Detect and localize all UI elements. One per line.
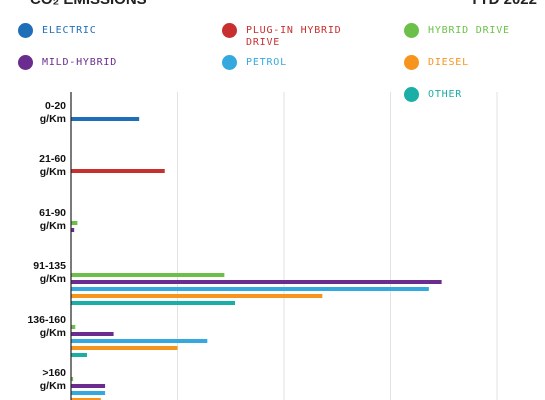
category-label: 21-60 g/Km bbox=[6, 153, 66, 179]
category-label-line: 91-135 bbox=[33, 260, 66, 272]
category-label-line: g/Km bbox=[39, 113, 66, 125]
legend-item-plug-in-hybrid-drive: Plug-in Hybrid Drive bbox=[222, 23, 362, 49]
legend-label: Diesel bbox=[428, 57, 469, 68]
category-label-line: g/Km bbox=[39, 327, 66, 339]
bar-hybrid-drive-2 bbox=[71, 221, 78, 225]
category-label-line: g/Km bbox=[39, 273, 66, 285]
date-label-cut: YTD 2022 bbox=[469, 0, 537, 8]
bar-diesel-4 bbox=[71, 346, 178, 350]
legend-swatch bbox=[222, 55, 237, 70]
bar-mild-hybrid-4 bbox=[71, 332, 114, 336]
bar-other-4 bbox=[71, 353, 87, 357]
category-label-line: 21-60 bbox=[39, 153, 66, 165]
legend-swatch bbox=[404, 55, 419, 70]
category-label-line: 61-90 bbox=[39, 207, 66, 219]
bar-electric-0 bbox=[71, 117, 140, 121]
category-label-line: g/Km bbox=[39, 166, 66, 178]
legend-item-petrol: Petrol bbox=[222, 55, 362, 70]
category-label: 0-20 g/Km bbox=[6, 100, 66, 126]
category-label-line: 136-160 bbox=[27, 314, 66, 326]
legend-swatch bbox=[404, 87, 419, 102]
bar-diesel-5 bbox=[71, 398, 101, 400]
bar-petrol-4 bbox=[71, 339, 208, 343]
legend-label: Electric bbox=[42, 25, 97, 36]
chart-title-cut: CO₂ EMISSIONS bbox=[30, 0, 147, 8]
legend-item-electric: Electric bbox=[18, 23, 148, 38]
legend-label: Other bbox=[428, 89, 463, 100]
bar-mild-hybrid-3 bbox=[71, 280, 442, 284]
bar-hybrid-drive-3 bbox=[71, 273, 225, 277]
category-label: 91-135 g/Km bbox=[6, 260, 66, 286]
legend-swatch bbox=[18, 55, 33, 70]
bar-diesel-3 bbox=[71, 294, 323, 298]
legend-label: Mild-Hybrid bbox=[42, 57, 118, 68]
legend-item-diesel: Diesel bbox=[404, 55, 539, 70]
category-label: >160 g/Km bbox=[6, 367, 66, 393]
legend-item-hybrid-drive: Hybrid Drive bbox=[404, 23, 539, 38]
legend-label: Petrol bbox=[246, 57, 287, 68]
category-label-line: g/Km bbox=[39, 380, 66, 392]
legend-label: Plug-in Hybrid Drive bbox=[246, 25, 342, 48]
bar-hybrid-drive-4 bbox=[71, 325, 76, 329]
category-label-line: 0-20 bbox=[44, 100, 66, 112]
legend-label: Hybrid Drive bbox=[428, 25, 510, 36]
legend-swatch bbox=[404, 23, 419, 38]
bar-mild-hybrid-5 bbox=[71, 384, 106, 388]
category-label-line: >160 bbox=[42, 367, 66, 379]
category-label-line: g/Km bbox=[39, 220, 66, 232]
bar-petrol-3 bbox=[71, 287, 429, 291]
bar-other-3 bbox=[71, 301, 236, 305]
legend-swatch bbox=[222, 23, 237, 38]
bar-petrol-5 bbox=[71, 391, 106, 395]
bar-mild-hybrid-2 bbox=[71, 228, 75, 232]
category-label: 61-90 g/Km bbox=[6, 207, 66, 233]
legend-swatch bbox=[18, 23, 33, 38]
category-label: 136-160 g/Km bbox=[6, 314, 66, 340]
legend-item-other: Other bbox=[404, 87, 539, 102]
legend-item-mild-hybrid: Mild-Hybrid bbox=[18, 55, 148, 70]
bar-plug-in-hybrid-drive-1 bbox=[71, 169, 165, 173]
bar-hybrid-drive-5 bbox=[71, 377, 74, 381]
